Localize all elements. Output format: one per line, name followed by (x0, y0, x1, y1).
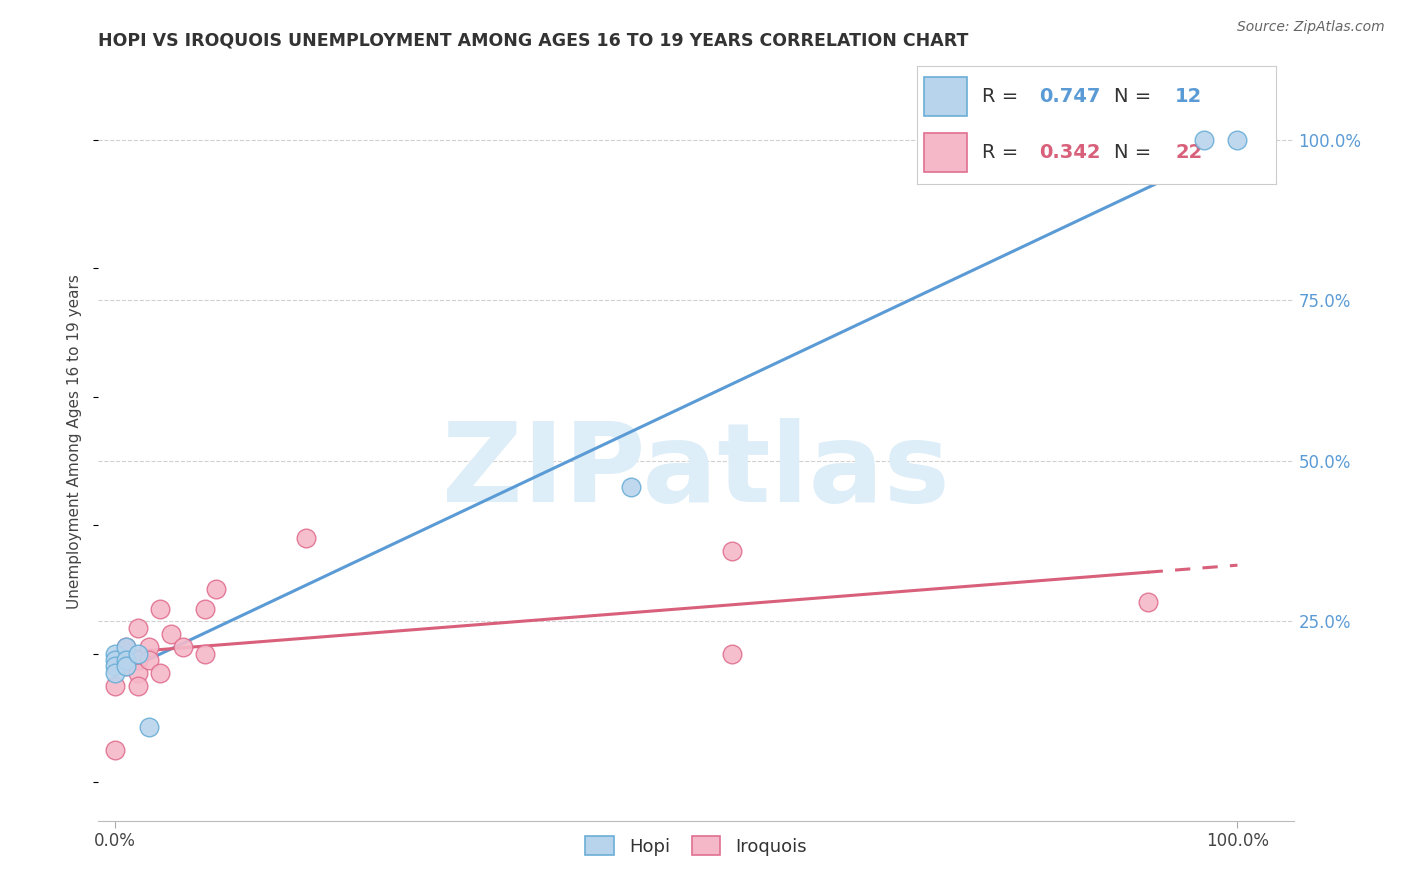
Point (115, 659, 138, 673)
Point (104, 743, 127, 757)
Point (127, 665, 149, 680)
Point (104, 653, 127, 667)
Point (194, 647, 217, 661)
Point (104, 665, 127, 680)
Point (127, 647, 149, 661)
Point (295, 531, 318, 545)
Point (620, 479, 643, 493)
Point (194, 601, 217, 615)
Legend: Hopi, Iroquois: Hopi, Iroquois (576, 827, 815, 864)
Point (138, 640, 160, 655)
Point (172, 640, 194, 655)
Point (160, 627, 183, 641)
Text: HOPI VS IROQUOIS UNEMPLOYMENT AMONG AGES 16 TO 19 YEARS CORRELATION CHART: HOPI VS IROQUOIS UNEMPLOYMENT AMONG AGES… (98, 32, 969, 50)
Point (104, 679, 127, 693)
Text: Source: ZipAtlas.com: Source: ZipAtlas.com (1237, 20, 1385, 34)
Point (115, 653, 138, 667)
Point (149, 601, 172, 615)
Point (104, 659, 127, 673)
Point (149, 665, 172, 680)
Point (1192, 132, 1215, 146)
Text: ZIPatlas: ZIPatlas (441, 418, 950, 525)
Point (115, 659, 138, 673)
Point (205, 582, 228, 597)
Point (721, 647, 744, 661)
Point (721, 543, 744, 558)
Point (1226, 132, 1249, 146)
Point (115, 640, 138, 655)
Point (127, 653, 149, 667)
Point (138, 721, 160, 735)
Point (127, 621, 149, 635)
Point (1136, 595, 1159, 609)
Point (115, 640, 138, 655)
Point (104, 647, 127, 661)
Point (127, 679, 149, 693)
Point (115, 653, 138, 667)
Point (138, 653, 160, 667)
Y-axis label: Unemployment Among Ages 16 to 19 years: Unemployment Among Ages 16 to 19 years (67, 274, 83, 609)
